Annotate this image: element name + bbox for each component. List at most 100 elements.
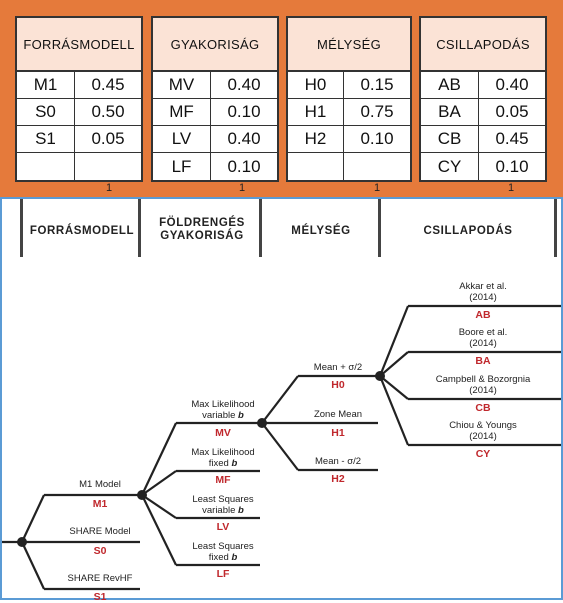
table-row: MV 0.40 xyxy=(153,72,277,99)
logic-tree-panel: FORRÁSMODELL FÖLDRENGÉS GYAKORISÁG MÉLYS… xyxy=(0,197,563,603)
branch-label-line: fixed b xyxy=(178,458,268,469)
branch-code: H1 xyxy=(288,99,344,125)
branch-label-line: fixed b xyxy=(178,552,268,563)
branch-weight: 0.05 xyxy=(91,129,125,148)
table-row: H1 0.75 xyxy=(288,99,410,126)
branch-label-line: variable b xyxy=(178,505,268,516)
branch-code: AB xyxy=(421,72,479,98)
branch-code: LV xyxy=(216,521,230,533)
table-row xyxy=(17,153,141,180)
branch-weight: 0.45 xyxy=(495,129,529,148)
branch-label-line: Least Squares xyxy=(192,494,254,505)
table-row: CY 0.10 xyxy=(421,153,545,180)
branch-code: MV xyxy=(215,427,231,439)
branch-weight: 0.40 xyxy=(227,129,261,148)
header-divider xyxy=(554,199,557,257)
branch-code xyxy=(288,153,344,180)
table-row: S1 0.05 xyxy=(17,126,141,153)
column-header-attenuation: CSILLAPODÁS xyxy=(423,225,513,237)
table-depth: MÉLYSÉG H0 0.15 H1 0.75 H2 0.10 xyxy=(286,16,412,182)
header-divider xyxy=(138,199,141,257)
branch-code: H2 xyxy=(288,126,344,152)
branch-label-line: (2014) xyxy=(469,431,497,442)
branch-weight: 0.10 xyxy=(227,156,261,176)
table-row: H0 0.15 xyxy=(288,72,410,99)
branch-code: AB xyxy=(475,309,491,321)
branch-code: BA xyxy=(475,355,491,367)
table-row xyxy=(288,153,410,180)
branch-code: S1 xyxy=(17,126,75,152)
branch-label-line: variable b xyxy=(178,410,268,421)
branch-label-word: fixed xyxy=(208,458,229,469)
node-depth xyxy=(257,418,267,428)
branch-label: Akkar et al. (2014) xyxy=(418,281,548,303)
branch-weight xyxy=(344,153,410,180)
branch-label-line: (2014) xyxy=(469,292,497,303)
node-root xyxy=(17,537,27,547)
branch-weight: 0.10 xyxy=(360,129,394,148)
table-row: M1 0.45 xyxy=(17,72,141,99)
header-divider xyxy=(378,199,381,257)
branch-label: Chiou & Youngs (2014) xyxy=(418,420,548,442)
branch-label: Least Squares variable b xyxy=(178,494,268,516)
column-header-depth: MÉLYSÉG xyxy=(291,225,351,237)
branch-label-line: (2014) xyxy=(469,385,497,396)
branch-label-word: variable xyxy=(202,505,236,516)
branch-code: MF xyxy=(153,99,211,125)
branch-weight: 0.50 xyxy=(91,102,125,121)
branch-code: LF xyxy=(153,153,211,180)
node-frequency xyxy=(137,490,147,500)
table-header: CSILLAPODÁS xyxy=(421,18,545,72)
table-row: CB 0.45 xyxy=(421,126,545,153)
branch-code: LF xyxy=(216,568,230,580)
branch-label: SHARE Model xyxy=(69,526,131,537)
branch-code: CY xyxy=(475,448,491,460)
header-divider xyxy=(20,199,23,257)
table-row: LF 0.10 xyxy=(153,153,277,180)
branch-label: M1 Model xyxy=(79,479,121,490)
branch-weight: 0.10 xyxy=(495,156,529,176)
branch-weight xyxy=(75,153,141,180)
branch-label-line: (2014) xyxy=(469,338,497,349)
weight-sum: 1 xyxy=(507,182,515,194)
weight-sum: 1 xyxy=(238,182,246,194)
branch-code: CB xyxy=(475,402,491,414)
branch-label-line: Akkar et al. xyxy=(459,281,507,292)
b-value-symbol: b xyxy=(231,552,238,563)
branch-label-word: fixed xyxy=(208,552,229,563)
branch-code: H2 xyxy=(331,473,345,485)
branch-code: LV xyxy=(153,126,211,152)
b-value-symbol: b xyxy=(238,410,244,421)
branch-label: Campbell & Bozorgnia (2014) xyxy=(418,374,548,396)
column-header-frequency-line1: FÖLDRENGÉS xyxy=(159,217,245,229)
b-value-symbol: b xyxy=(238,505,244,516)
branch-label: SHARE RevHF xyxy=(67,573,133,584)
header-divider xyxy=(259,199,262,257)
table-row: H2 0.10 xyxy=(288,126,410,153)
table-row: AB 0.40 xyxy=(421,72,545,99)
branch-weight: 0.40 xyxy=(227,75,261,94)
column-header-source: FORRÁSMODELL xyxy=(29,225,135,237)
table-attenuation: CSILLAPODÁS AB 0.40 BA 0.05 CB 0.45 CY 0.10 xyxy=(419,16,547,182)
branch-label: Mean + σ/2 xyxy=(313,362,363,373)
branch-label-line: Max Likelihood xyxy=(191,399,255,410)
branch-label-line: Boore et al. xyxy=(458,327,508,338)
table-row: MF 0.10 xyxy=(153,99,277,126)
weight-sum: 1 xyxy=(373,182,381,194)
branch-code: CY xyxy=(421,153,479,180)
branch-label-line: Least Squares xyxy=(192,541,254,552)
logic-tree-lines xyxy=(2,304,561,591)
column-header-frequency-line2: GYAKORISÁG xyxy=(160,230,244,242)
branch-label: Mean - σ/2 xyxy=(315,456,361,467)
branch-label-line: Max Likelihood xyxy=(191,447,255,458)
branch-code: BA xyxy=(421,99,479,125)
branch-weight: 0.15 xyxy=(360,75,394,94)
table-header: GYAKORISÁG xyxy=(153,18,277,72)
branch-weight: 0.05 xyxy=(495,102,529,121)
branch-label-line: Chiou & Youngs xyxy=(449,420,517,431)
table-row: S0 0.50 xyxy=(17,99,141,126)
table-source-model: FORRÁSMODELL M1 0.45 S0 0.50 S1 0.05 xyxy=(15,16,143,182)
weights-panel: FORRÁSMODELL M1 0.45 S0 0.50 S1 0.05 GYAKOR… xyxy=(0,0,563,197)
branch-weight: 0.75 xyxy=(360,102,394,121)
branch-code: MF xyxy=(215,474,231,486)
